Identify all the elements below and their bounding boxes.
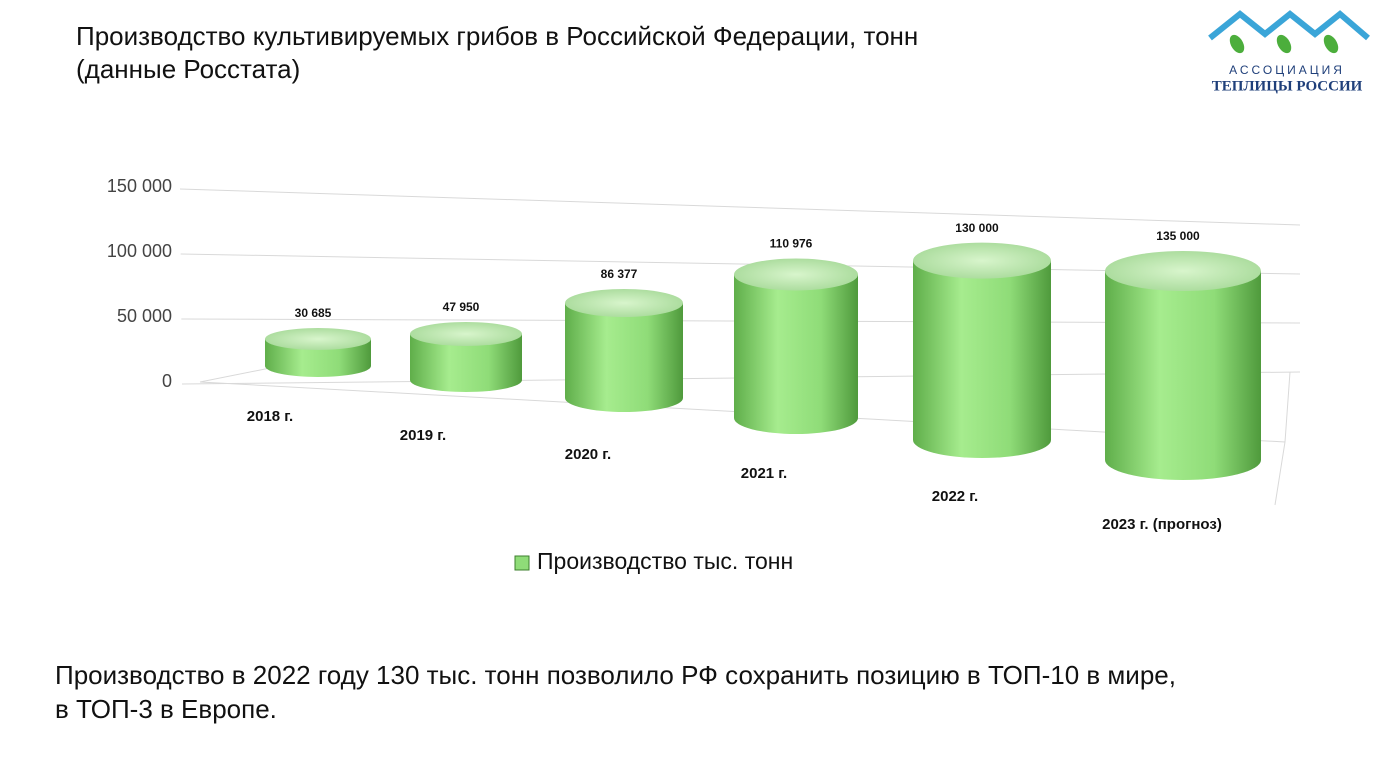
x-tick-label: 2020 г. [565,446,611,463]
value-label: 110 976 [770,237,813,251]
cylinder [734,274,858,434]
y-tick-label: 50 000 [117,306,172,326]
legend-swatch [514,555,530,571]
y-tick-label: 0 [162,371,172,391]
cylinder [565,302,683,412]
logo-top: АССОЦИАЦИЯ [1229,63,1345,77]
x-tick-label: 2019 г. [400,427,446,444]
cylinder-top [1105,251,1261,291]
value-label: 130 000 [955,221,999,235]
y-tick-label: 150 000 [107,176,172,196]
value-label: 30 685 [295,306,332,320]
x-tick-label: 2022 г. [932,488,978,505]
cylinder-top [913,242,1051,279]
x-tick-label: 2023 г. (прогноз) [1102,516,1222,533]
cylinder-top [410,321,522,346]
logo: АССОЦИАЦИЯ ТЕПЛИЦЫ РОССИИ [1208,10,1370,94]
value-label: 47 950 [443,300,480,314]
cylinder-top [265,327,371,350]
logo-bottom: ТЕПЛИЦЫ РОССИИ [1212,78,1363,94]
legend-label: Производство тыс. тонн [537,548,793,574]
cylinder [1105,271,1261,480]
footer-text: Производство в 2022 году 130 тыс. тонн п… [55,660,1176,690]
value-label: 135 000 [1156,229,1200,243]
y-tick-label: 100 000 [107,241,172,261]
title: Производство культивируемых грибов в Рос… [76,21,918,51]
x-tick-label: 2018 г. [247,408,293,425]
grid-line [179,188,1301,226]
value-label: 86 377 [601,267,638,281]
plot: 0 50 000 100 000 150 000 2018 г. 2019 г. 2020 … [107,176,1301,533]
subtitle: (данные Росстата) [76,54,300,84]
cylinder [913,260,1051,458]
footer-text: в ТОП-3 в Европе. [55,694,277,724]
cylinder-top [565,288,683,317]
cylinder [410,333,522,392]
cylinder-top [734,258,858,291]
x-tick-label: 2021 г. [741,465,787,482]
